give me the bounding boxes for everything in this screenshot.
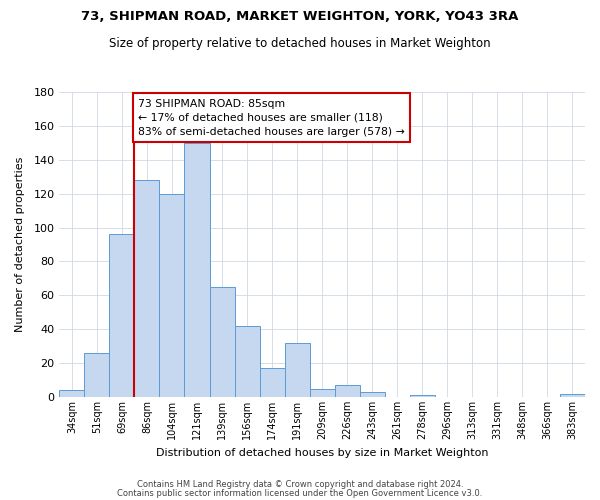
Bar [284,343,310,397]
Bar [360,392,385,397]
Bar [134,180,160,397]
Text: Contains HM Land Registry data © Crown copyright and database right 2024.: Contains HM Land Registry data © Crown c… [137,480,463,489]
Bar [335,385,360,397]
Bar [160,194,184,397]
Text: Size of property relative to detached houses in Market Weighton: Size of property relative to detached ho… [109,38,491,51]
Text: 73 SHIPMAN ROAD: 85sqm
← 17% of detached houses are smaller (118)
83% of semi-de: 73 SHIPMAN ROAD: 85sqm ← 17% of detached… [138,99,405,137]
Bar [85,353,109,397]
Bar [310,388,335,397]
Text: 73, SHIPMAN ROAD, MARKET WEIGHTON, YORK, YO43 3RA: 73, SHIPMAN ROAD, MARKET WEIGHTON, YORK,… [82,10,518,23]
Bar [109,234,134,397]
Text: Contains public sector information licensed under the Open Government Licence v3: Contains public sector information licen… [118,488,482,498]
X-axis label: Distribution of detached houses by size in Market Weighton: Distribution of detached houses by size … [156,448,488,458]
Y-axis label: Number of detached properties: Number of detached properties [15,157,25,332]
Bar [184,143,209,397]
Bar [59,390,85,397]
Bar [209,287,235,397]
Bar [235,326,260,397]
Bar [560,394,585,397]
Bar [410,396,435,397]
Bar [260,368,284,397]
